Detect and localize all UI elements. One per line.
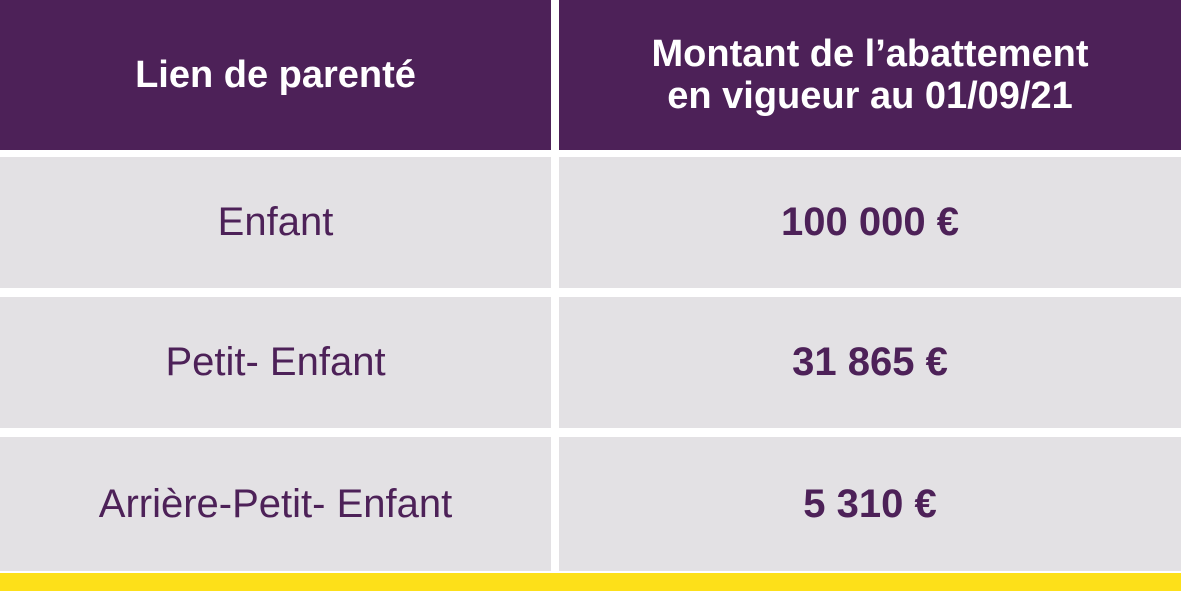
amount-cell: 100 000 € <box>559 157 1181 288</box>
relationship-cell: Petit- Enfant <box>0 297 551 428</box>
table-row: Arrière-Petit- Enfant 5 310 € <box>0 437 1181 571</box>
table-row: Petit- Enfant 31 865 € <box>0 297 1181 428</box>
relationship-cell: Enfant <box>0 157 551 288</box>
header-amount: Montant de l’abattement en vigueur au 01… <box>559 0 1181 150</box>
amount-cell: 31 865 € <box>559 297 1181 428</box>
table-row: Enfant 100 000 € <box>0 157 1181 288</box>
relationship-cell: Arrière-Petit- Enfant <box>0 437 551 571</box>
header-amount-label: Montant de l’abattement en vigueur au 01… <box>651 33 1088 117</box>
header-amount-line1: Montant de l’abattement <box>651 33 1089 75</box>
table-header-row: Lien de parenté Montant de l’abattement … <box>0 0 1181 150</box>
header-relationship-label: Lien de parenté <box>135 54 416 96</box>
amount-cell: 5 310 € <box>559 437 1181 571</box>
bottom-accent-bar <box>0 573 1181 591</box>
header-amount-line2: en vigueur au 01/09/21 <box>667 75 1073 117</box>
header-relationship: Lien de parenté <box>0 0 551 150</box>
